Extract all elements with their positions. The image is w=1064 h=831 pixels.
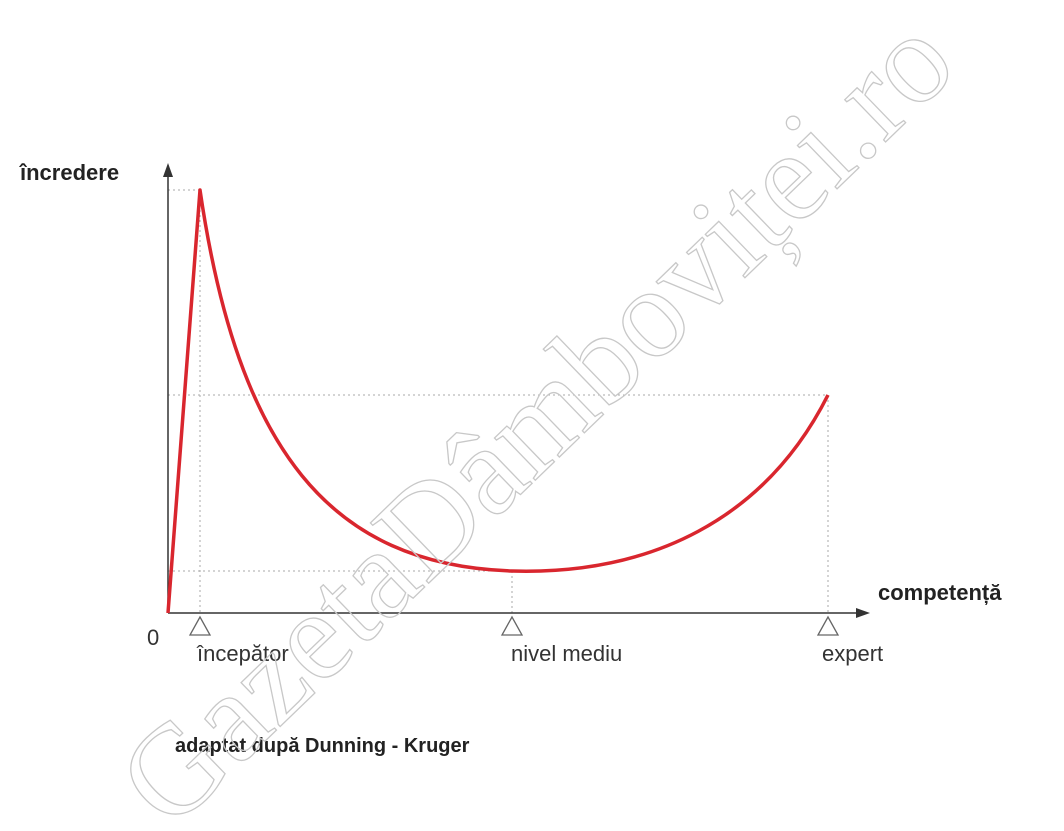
origin-label: 0 [147, 625, 159, 650]
stage-markers [188, 615, 840, 636]
stage-label: începător [196, 641, 289, 666]
caption: adaptat după Dunning - Kruger [175, 735, 470, 757]
curve [166, 188, 830, 614]
stage-label: expert [822, 641, 883, 666]
y-axis-label: încredere [19, 160, 119, 185]
axes [163, 163, 870, 618]
stage-label: nivel mediu [511, 641, 622, 666]
guides [168, 189, 829, 613]
x-axis-label: competență [878, 580, 1002, 605]
